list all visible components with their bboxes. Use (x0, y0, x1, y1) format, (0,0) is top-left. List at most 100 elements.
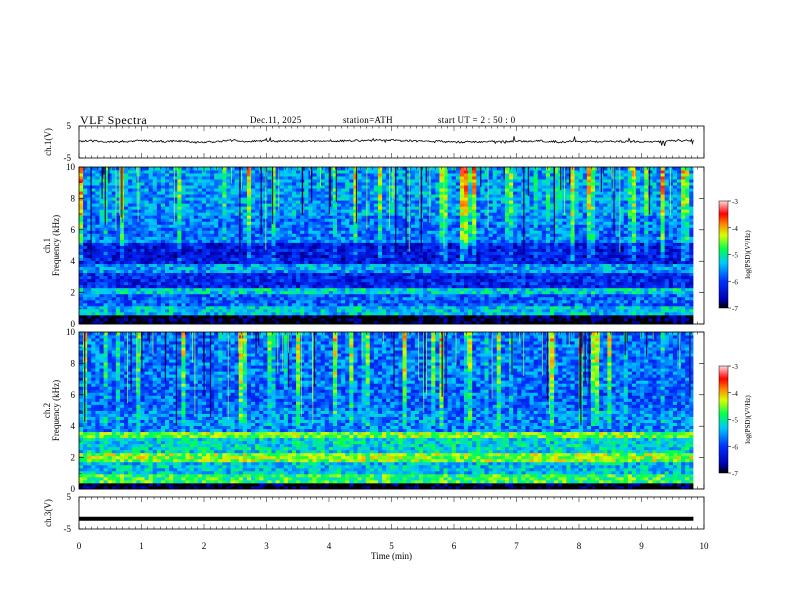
ch1-spectrogram-cell (332, 278, 338, 283)
ch1-spectrogram-cell (423, 287, 428, 292)
ch1-spectrogram-cell (103, 311, 109, 316)
ch1-spectrogram-cell (279, 317, 285, 322)
ch1-spectrogram-cell (451, 254, 457, 258)
ch1-spectrogram-cell (197, 308, 203, 313)
ch1-spectrogram-cell (304, 296, 309, 301)
ch1-spectrogram-cell (332, 236, 338, 240)
ch1-spectrogram-cell (251, 197, 256, 201)
ch1-spectrogram-cell (308, 242, 313, 246)
ch1-spectrogram-cell (320, 209, 326, 213)
ch1-spectrogram-cell (177, 272, 182, 277)
ch1-spectrogram-cell (152, 179, 158, 183)
ch1-spectrogram-cell (373, 245, 379, 249)
ch1-spectrogram-cell (214, 272, 219, 277)
ch1-spectrogram-cell (324, 266, 330, 271)
ch1-spectrogram-cell (251, 314, 256, 319)
ch1-spectrogram-cell (382, 239, 387, 243)
ch1-spectrogram-cell (132, 170, 137, 174)
ch1-spectrogram-cell (87, 233, 92, 237)
ch1-spectrogram-cell (361, 206, 367, 210)
ch1-spectrogram-cell (398, 224, 403, 228)
ch1-spectrogram-cell (447, 269, 453, 274)
ch1-spectrogram-cell (312, 320, 317, 325)
ch1-spectrogram-cell (443, 230, 449, 234)
ch1-spectrogram-cell (378, 302, 383, 307)
ch1-spectrogram-cell (439, 233, 444, 237)
ch1-spectrogram-cell (345, 269, 350, 274)
ch1-spectrogram-cell (128, 200, 133, 204)
ch1-spectrogram-cell (140, 260, 145, 265)
ch1-spectrogram-cell (291, 275, 297, 280)
ch1-spectrogram-cell (427, 305, 432, 310)
ch1-spectrogram-cell (410, 284, 416, 289)
ch1-spectrogram-cell (402, 311, 408, 316)
ch1-spectrogram-cell (455, 305, 461, 310)
ch1-spectrogram-cell (201, 278, 207, 283)
ch1-spectrogram-cell (255, 245, 260, 249)
ch1-spectrogram-cell (341, 167, 346, 171)
ch1-spectrogram-cell (87, 254, 92, 258)
ch1-spectrogram-cell (205, 290, 211, 295)
ch1-spectrogram-cell (79, 320, 84, 325)
ch1-spectrogram-cell (414, 248, 420, 252)
ch1-spectrogram-cell (316, 203, 322, 207)
ch1-spectrogram-cell (435, 269, 440, 274)
ch1-spectrogram-cell (349, 254, 354, 258)
ch1-spectrogram-cell (242, 212, 248, 216)
ch1-spectrogram-cell (455, 257, 461, 261)
ch1-spectrogram-cell (238, 218, 244, 222)
ch1-spectrogram-cell (95, 308, 100, 313)
ch1-spectrogram-cell (316, 236, 322, 240)
ch1-spectrogram-cell (427, 242, 432, 246)
ch1-spectrogram-cell (185, 281, 190, 286)
ch1-spectrogram-cell (119, 287, 125, 292)
ch1-spectrogram-cell (99, 230, 104, 234)
ch1-spectrogram-cell (353, 170, 358, 174)
ch1-spectrogram-cell (201, 191, 207, 195)
ch1-spectrogram-cell (308, 176, 313, 180)
ch1-spectrogram-cell (296, 275, 301, 280)
ch1-spectrogram-cell (320, 245, 326, 249)
ch1-spectrogram-cell (361, 191, 367, 195)
ch1-spectrogram-cell (439, 224, 444, 228)
ch1-spectrogram-cell (242, 320, 248, 325)
ch1-spectrogram-cell (357, 287, 363, 292)
ch1-spectrogram-cell (148, 281, 154, 286)
ch1-spectrogram-cell (234, 224, 240, 228)
ch1-spectrogram-cell (242, 230, 248, 234)
ch1-spectrogram-cell (369, 179, 375, 183)
ch1-spectrogram-cell (205, 317, 211, 322)
ch1-spectrogram-cell (427, 170, 432, 174)
ch1-spectrogram-cell (304, 173, 309, 177)
ch1-spectrogram-cell (246, 167, 252, 171)
ch1-spectrogram-cell (140, 272, 145, 277)
ch1-spectrogram-cell (439, 272, 444, 277)
ch1-spectrogram-cell (218, 221, 223, 225)
ch1-spectrogram-cell (115, 233, 121, 237)
ch1-spectrogram-cell (91, 248, 96, 252)
ch1-spectrogram-cell (140, 245, 145, 249)
ch1-spectrogram-cell (341, 206, 346, 210)
ch1-spectrogram-cell (345, 197, 350, 201)
ch1-spectrogram-cell (210, 314, 215, 319)
ch1-spectrogram-cell (230, 248, 236, 252)
ch1-spectrogram-cell (357, 182, 363, 186)
ch1-spectrogram-cell (291, 185, 297, 189)
ch1-spectrogram-cell (214, 275, 219, 280)
ch1-spectrogram-cell (242, 263, 248, 268)
ch1-spectrogram-cell (267, 248, 272, 252)
ch1-spectrogram-cell (283, 290, 289, 295)
ch1-spectrogram-cell (312, 242, 317, 246)
ch1-spectrogram-cell (124, 242, 129, 246)
ch1-spectrogram-cell (435, 266, 440, 271)
ch1-spectrogram-cell (193, 203, 199, 207)
ch1-spectrogram-cell (124, 179, 129, 183)
ch1-spectrogram-cell (210, 296, 215, 301)
ch1-spectrogram-cell (353, 305, 358, 310)
ch1-spectrogram-cell (468, 230, 473, 234)
ch1-spectrogram-cell (111, 200, 117, 204)
ch1-spectrogram-cell (115, 263, 121, 268)
ch1-spectrogram-cell (431, 296, 436, 301)
ch1-spectrogram-cell (226, 173, 231, 177)
ch1-spectrogram-cell (443, 239, 449, 243)
